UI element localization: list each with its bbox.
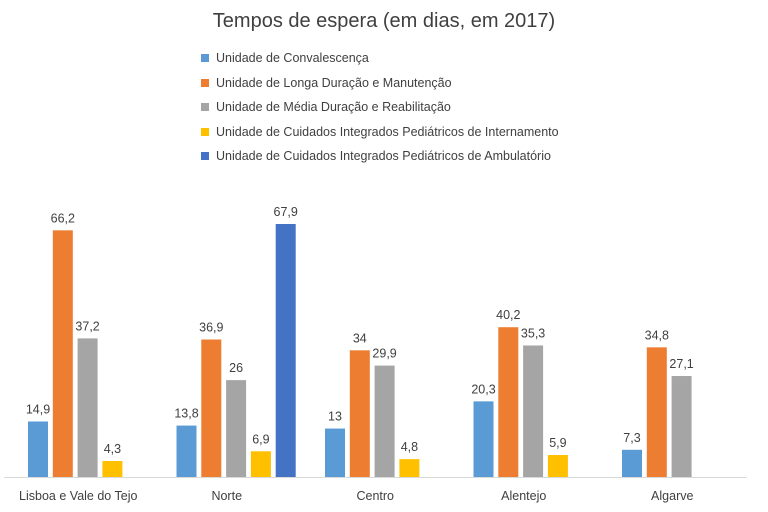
bar [325, 428, 345, 477]
x-tick-label: Lisboa e Vale do Tejo [19, 489, 137, 503]
legend-label: Unidade de Longa Duração e Manutenção [216, 75, 452, 90]
data-label: 35,3 [521, 326, 545, 340]
bar [201, 339, 222, 477]
data-label: 14,9 [26, 402, 50, 416]
bar [622, 449, 642, 477]
legend-item-media-duracao: Unidade de Média Duração e Reabilitação [201, 95, 559, 120]
x-tick-label: Norte [211, 489, 242, 503]
data-label: 7,3 [623, 431, 640, 445]
legend-swatch [201, 127, 209, 136]
data-label: 36,9 [199, 321, 223, 335]
data-label: 26 [229, 361, 243, 375]
legend-swatch [201, 78, 209, 87]
legend-item-convalescenca: Unidade de Convalescença [201, 46, 559, 71]
bar [176, 425, 197, 477]
data-label: 13 [328, 410, 342, 424]
bar [28, 421, 48, 477]
legend-label: Unidade de Cuidados Integrados Pediátric… [216, 124, 559, 139]
legend-label: Unidade de Média Duração e Reabilitação [216, 100, 451, 115]
bar [374, 365, 395, 477]
bar [250, 451, 271, 477]
legend-item-pediatricos-internamento: Unidade de Cuidados Integrados Pediátric… [201, 120, 559, 145]
data-label: 4,8 [401, 440, 418, 454]
data-label: 67,9 [274, 205, 298, 219]
data-label: 4,3 [104, 442, 121, 456]
data-label: 40,2 [496, 308, 520, 322]
bar [473, 401, 494, 477]
data-label: 6,9 [252, 432, 269, 446]
data-label: 27,1 [669, 357, 693, 371]
bar [671, 376, 692, 477]
bar [399, 459, 420, 477]
legend-swatch [201, 152, 209, 161]
legend-swatch [201, 103, 209, 112]
legend-label: Unidade de Convalescença [216, 51, 369, 66]
bar [102, 460, 123, 477]
bar [498, 327, 519, 477]
bar [226, 380, 247, 477]
x-tick-label: Alentejo [501, 489, 546, 503]
x-tick-label: Algarve [651, 489, 693, 503]
bar [547, 455, 568, 477]
data-label: 66,2 [51, 211, 75, 225]
bar [523, 345, 544, 477]
data-label: 20,3 [471, 382, 495, 396]
data-label: 13,8 [174, 407, 198, 421]
legend-item-longa-duracao: Unidade de Longa Duração e Manutenção [201, 71, 559, 96]
data-label: 5,9 [549, 436, 566, 450]
data-label: 29,9 [372, 347, 396, 361]
bar [52, 230, 73, 477]
legend-item-pediatricos-ambulatorio: Unidade de Cuidados Integrados Pediátric… [201, 144, 559, 169]
data-label: 37,2 [75, 319, 99, 333]
x-tick-label: Centro [356, 489, 394, 503]
data-label: 34 [353, 331, 367, 345]
bar [646, 347, 667, 477]
bar [275, 224, 296, 477]
bar [77, 338, 98, 477]
legend: Unidade de Convalescença Unidade de Long… [201, 46, 559, 169]
data-label: 34,8 [645, 328, 669, 342]
legend-swatch [201, 54, 209, 63]
bar [349, 350, 370, 477]
chart-title: Tempos de espera (em dias, em 2017) [212, 10, 556, 32]
legend-label: Unidade de Cuidados Integrados Pediátric… [216, 149, 551, 164]
